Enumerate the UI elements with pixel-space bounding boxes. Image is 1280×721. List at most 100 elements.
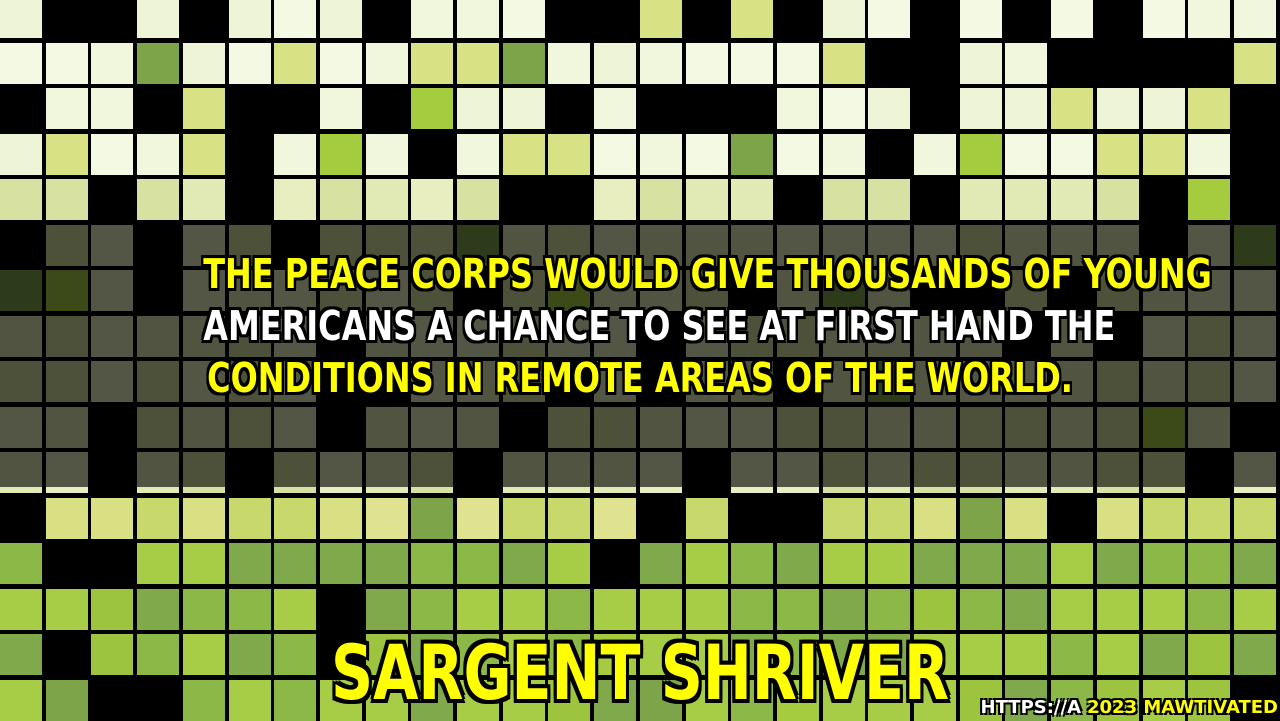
grid-tile bbox=[274, 42, 317, 84]
grid-tile bbox=[457, 0, 499, 38]
grid-tile bbox=[457, 88, 499, 129]
grid-tile bbox=[0, 42, 42, 84]
grid-tile bbox=[502, 497, 545, 539]
grid-tile bbox=[1005, 543, 1048, 584]
grid-tile bbox=[319, 179, 362, 220]
grid-tile bbox=[868, 179, 911, 220]
grid-tile bbox=[274, 634, 317, 675]
grid-tile bbox=[1188, 497, 1231, 539]
grid-tile bbox=[1142, 543, 1185, 584]
grid-tile bbox=[731, 543, 774, 584]
grid-tile bbox=[91, 88, 134, 129]
grid-tile bbox=[822, 0, 865, 38]
grid-tile bbox=[959, 679, 1002, 721]
grid-tile bbox=[274, 497, 317, 539]
grid-tile bbox=[776, 133, 819, 175]
grid-tile bbox=[45, 179, 88, 220]
grid-tile bbox=[1188, 588, 1231, 630]
grid-tile bbox=[1005, 42, 1048, 84]
grid-tile bbox=[502, 0, 545, 38]
grid-tile bbox=[319, 679, 362, 721]
grid-tile bbox=[1142, 0, 1185, 38]
grid-tile bbox=[274, 543, 317, 584]
grid-tile bbox=[776, 588, 819, 630]
grid-tile bbox=[1233, 497, 1276, 539]
grid-tile bbox=[1005, 133, 1048, 175]
grid-tile bbox=[457, 133, 499, 175]
grid-tile bbox=[365, 634, 408, 675]
grid-tile bbox=[868, 588, 911, 630]
grid-tile bbox=[639, 679, 682, 721]
grid-tile bbox=[1005, 88, 1048, 129]
grid-tile bbox=[502, 88, 545, 129]
grid-tile bbox=[365, 133, 408, 175]
grid-tile bbox=[457, 497, 499, 539]
grid-tile bbox=[1005, 179, 1048, 220]
grid-tile bbox=[457, 543, 499, 584]
grid-tile bbox=[137, 42, 180, 84]
grid-tile bbox=[959, 179, 1002, 220]
grid-tile bbox=[182, 543, 225, 584]
grid-tile bbox=[959, 42, 1002, 84]
grid-tile bbox=[365, 179, 408, 220]
grid-tile bbox=[1142, 497, 1185, 539]
grid-tile bbox=[45, 679, 88, 721]
grid-tile bbox=[502, 679, 545, 721]
grid-tile bbox=[228, 634, 271, 675]
grid-tile bbox=[959, 588, 1002, 630]
grid-tile bbox=[1096, 497, 1139, 539]
grid-tile bbox=[731, 634, 774, 675]
grid-tile bbox=[137, 179, 180, 220]
grid-tile bbox=[914, 133, 956, 175]
grid-tile bbox=[1051, 588, 1094, 630]
grid-tile bbox=[594, 497, 637, 539]
grid-tile bbox=[1233, 42, 1276, 84]
grid-tile bbox=[685, 497, 728, 539]
grid-tile bbox=[822, 634, 865, 675]
grid-tile bbox=[822, 133, 865, 175]
grid-tile bbox=[822, 543, 865, 584]
grid-tile bbox=[776, 42, 819, 84]
grid-tile bbox=[731, 588, 774, 630]
grid-tile bbox=[182, 133, 225, 175]
grid-tile bbox=[1188, 679, 1231, 721]
grid-tile bbox=[822, 42, 865, 84]
grid-tile bbox=[457, 588, 499, 630]
grid-tile bbox=[594, 634, 637, 675]
grid-tile bbox=[1051, 88, 1094, 129]
grid-tile bbox=[365, 679, 408, 721]
grid-tile bbox=[822, 88, 865, 129]
grid-tile bbox=[959, 88, 1002, 129]
grid-tile bbox=[365, 497, 408, 539]
grid-tile bbox=[502, 543, 545, 584]
grid-tile bbox=[182, 634, 225, 675]
grid-tile bbox=[45, 588, 88, 630]
grid-tile bbox=[1005, 634, 1048, 675]
grid-tile bbox=[776, 88, 819, 129]
grid-tile bbox=[822, 679, 865, 721]
grid-tile bbox=[1051, 179, 1094, 220]
quote-line-2: AMERICANS A CHANCE TO SEE AT FIRST HAND … bbox=[203, 302, 1116, 350]
grid-tile bbox=[1188, 0, 1231, 38]
grid-tile bbox=[1142, 634, 1185, 675]
grid-tile bbox=[685, 133, 728, 175]
grid-tile bbox=[1142, 88, 1185, 129]
grid-tile bbox=[1005, 588, 1048, 630]
grid-tile bbox=[1142, 133, 1185, 175]
grid-tile bbox=[0, 679, 42, 721]
grid-tile bbox=[1051, 679, 1094, 721]
grid-tile bbox=[411, 588, 454, 630]
grid-tile bbox=[228, 0, 271, 38]
grid-tile bbox=[548, 42, 591, 84]
grid-tile bbox=[228, 42, 271, 84]
grid-tile bbox=[1233, 0, 1276, 38]
grid-tile bbox=[868, 88, 911, 129]
grid-tile bbox=[594, 133, 637, 175]
grid-tile bbox=[1096, 679, 1139, 721]
grid-tile bbox=[594, 679, 637, 721]
grid-tile bbox=[411, 634, 454, 675]
grid-tile bbox=[1051, 133, 1094, 175]
grid-tile bbox=[685, 634, 728, 675]
grid-tile bbox=[228, 679, 271, 721]
grid-tile bbox=[1051, 634, 1094, 675]
